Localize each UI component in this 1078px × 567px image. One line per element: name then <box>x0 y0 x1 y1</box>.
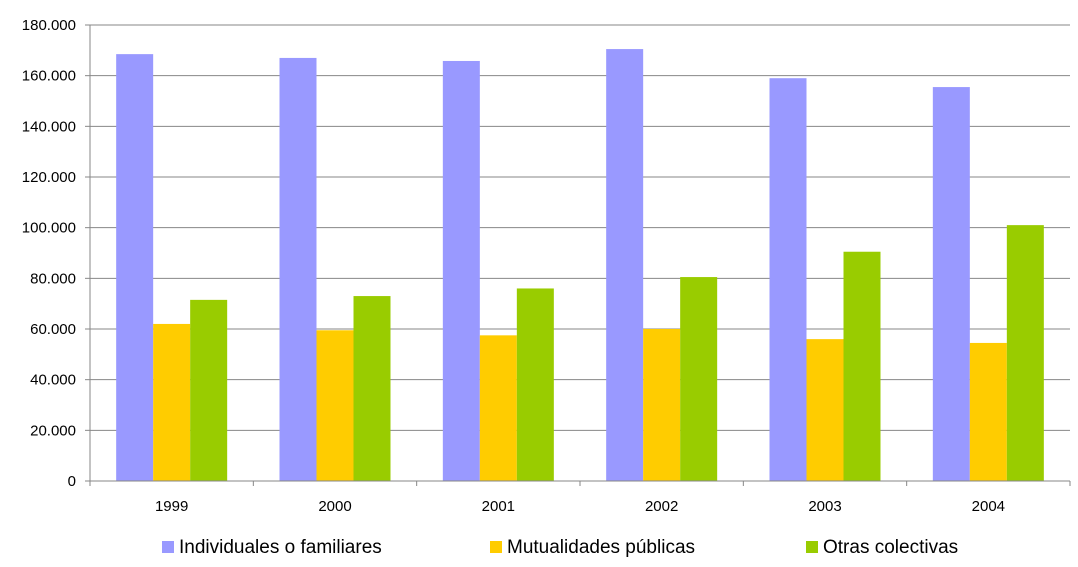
bar-otras-colectivas-1999 <box>190 299 228 481</box>
y-tick-label: 100.000 <box>22 220 76 237</box>
legend-swatch <box>162 541 174 553</box>
y-tick-label: 0 <box>68 473 76 490</box>
x-tick-label: 2004 <box>972 498 1005 515</box>
bar-mutualidades-p-blicas-2004 <box>969 342 1007 481</box>
legend-label: Individuales o familiares <box>179 537 382 558</box>
y-tick-label: 160.000 <box>22 68 76 85</box>
x-tick-label: 1999 <box>155 498 188 515</box>
bar-otras-colectivas-2000 <box>353 296 391 481</box>
legend-label: Otras colectivas <box>823 537 958 558</box>
legend-item: Otras colectivas <box>806 537 958 558</box>
bar-mutualidades-p-blicas-2002 <box>643 329 681 481</box>
bar-individuales-o-familiares-2003 <box>769 78 807 481</box>
bar-otras-colectivas-2001 <box>516 288 554 481</box>
x-tick-label: 2000 <box>318 498 351 515</box>
bar-individuales-o-familiares-1999 <box>116 54 154 482</box>
bar-mutualidades-p-blicas-1999 <box>153 323 191 481</box>
y-tick-label: 180.000 <box>22 17 76 34</box>
y-tick-label: 60.000 <box>30 321 76 338</box>
bars <box>116 49 1044 482</box>
bar-otras-colectivas-2002 <box>680 277 718 481</box>
bar-otras-colectivas-2003 <box>843 251 881 481</box>
bar-individuales-o-familiares-2002 <box>606 49 644 482</box>
x-tick-label: 2002 <box>645 498 678 515</box>
x-axis: 1999 2000 2001 2002 2003 2004 <box>89 480 1071 515</box>
bar-mutualidades-p-blicas-2001 <box>479 335 517 481</box>
gridlines <box>90 24 1070 431</box>
legend-swatch <box>490 541 502 553</box>
x-tick-label: 2003 <box>808 498 841 515</box>
y-tick-label: 80.000 <box>30 270 76 287</box>
bar-individuales-o-familiares-2001 <box>442 60 480 482</box>
y-tick-label: 40.000 <box>30 372 76 389</box>
bar-mutualidades-p-blicas-2003 <box>806 339 844 481</box>
legend-swatch <box>806 541 818 553</box>
y-tick-label: 20.000 <box>30 422 76 439</box>
bar-otras-colectivas-2004 <box>1006 225 1044 481</box>
legend: Individuales o familiares Mutualidades pú… <box>162 537 958 558</box>
y-axis: 0 20.000 40.000 60.000 80.000 100.000 120.000 1… <box>22 17 91 490</box>
y-tick-label: 120.000 <box>22 169 76 186</box>
legend-item: Mutualidades públicas <box>490 537 695 558</box>
y-tick-label: 140.000 <box>22 118 76 135</box>
x-tick-label: 2001 <box>482 498 515 515</box>
bar-mutualidades-p-blicas-2000 <box>316 330 354 481</box>
bar-individuales-o-familiares-2004 <box>932 87 970 482</box>
bar-individuales-o-familiares-2000 <box>279 57 317 481</box>
legend-item: Individuales o familiares <box>162 537 382 558</box>
legend-label: Mutualidades públicas <box>507 537 695 558</box>
